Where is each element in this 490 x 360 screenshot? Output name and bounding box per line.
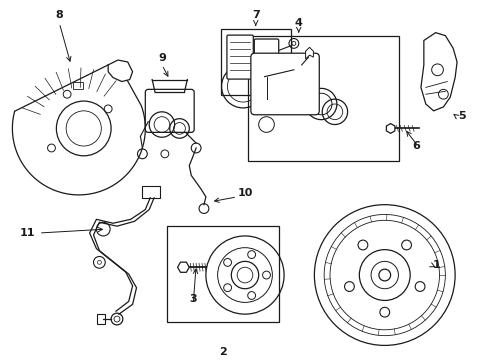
- Text: 9: 9: [158, 53, 166, 63]
- Bar: [220, 29, 291, 95]
- Text: 1: 1: [433, 260, 441, 270]
- Bar: [73, 81, 83, 89]
- Bar: [143, 186, 160, 198]
- Text: 2: 2: [219, 347, 226, 357]
- Text: 4: 4: [295, 18, 303, 28]
- Text: 8: 8: [55, 10, 63, 20]
- Text: 10: 10: [238, 188, 253, 198]
- FancyBboxPatch shape: [251, 53, 319, 115]
- FancyBboxPatch shape: [254, 39, 279, 81]
- Bar: [248, 36, 399, 161]
- Text: 3: 3: [190, 294, 197, 305]
- Polygon shape: [108, 60, 133, 81]
- Bar: [98, 314, 105, 324]
- Text: 11: 11: [20, 228, 35, 238]
- FancyBboxPatch shape: [146, 89, 194, 132]
- FancyBboxPatch shape: [227, 35, 253, 79]
- Text: 6: 6: [412, 141, 420, 151]
- Text: 7: 7: [252, 10, 260, 20]
- Polygon shape: [306, 47, 314, 59]
- Text: 5: 5: [458, 111, 466, 121]
- Polygon shape: [421, 33, 457, 111]
- Bar: [167, 226, 279, 322]
